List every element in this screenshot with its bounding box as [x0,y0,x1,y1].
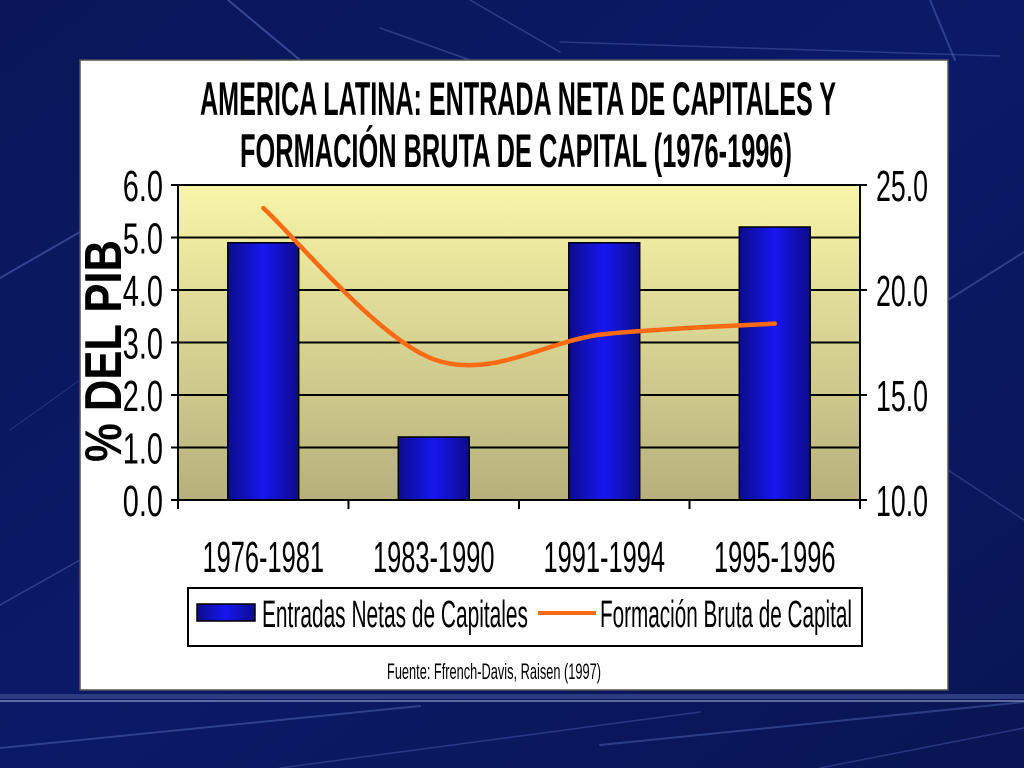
background-streak [947,251,1024,301]
background-streak [559,41,1001,57]
chart-title-line-1: AMERICA LATINA: ENTRADA NETA DE CAPITALE… [200,72,836,125]
category-label: 1995-1996 [714,533,836,582]
background-streak [227,0,301,61]
legend-swatch-bar [196,603,256,622]
legend-box [187,587,863,647]
background-streak [599,701,1024,746]
y-axis-label: % DEL PIB [75,240,133,462]
background-streak [947,469,1024,521]
line-series [261,205,778,368]
bar [227,242,300,501]
left-axis-tick-label: 0.0 [123,477,163,526]
category-label: 1976-1981 [203,533,325,582]
right-axis-tick-label: 10.0 [876,477,928,526]
left-axis-tick-label: 3.0 [123,320,163,369]
left-axis-tick-label: 6.0 [123,162,163,211]
right-axis-tick-label: 20.0 [876,267,928,316]
chart-title-line-2: FORMACIÓN BRUTA DE CAPITAL (1976-1996) [240,124,792,177]
category-labels: 1976-1981 1983-1990 1991-1994 1995-1996 [203,533,836,582]
background-streak [0,559,81,606]
background-streak [279,711,701,768]
background-streak [0,231,81,279]
bar-series [227,226,811,501]
background-streak [0,705,421,749]
right-axis-tick-label: 15.0 [876,372,928,421]
background-streak [929,0,956,61]
line-series-path [261,205,778,368]
right-axis-tick-label: 25.0 [876,162,928,211]
background-streak [379,27,471,61]
legend: Entradas Netas de Capitales Formación Br… [187,587,863,647]
right-axis-tick-labels: 10.0 15.0 20.0 25.0 [876,162,928,526]
left-axis-tick-labels: 0.01.02.03.04.05.06.0 [123,162,163,526]
category-label: 1983-1990 [373,533,495,582]
left-axis-tick-label: 2.0 [123,372,163,421]
source-note: Fuente: Ffrench-Davis, Raisen (1997) [387,659,601,684]
left-axis-tick-label: 1.0 [123,425,163,474]
legend-label-line-series: Formación Bruta de Capital [600,594,852,636]
left-axis-tick-label: 5.0 [123,215,163,264]
background-streak [819,727,1024,768]
background-streak [9,379,81,431]
background-streak [469,0,561,53]
bar [738,226,811,501]
bottom-band [0,694,1024,699]
bar [568,242,641,501]
legend-label-bar-series: Entradas Netas de Capitales [262,594,528,636]
left-axis-tick-label: 4.0 [123,267,163,316]
axes [171,184,867,509]
bar [397,436,470,501]
category-label: 1991-1994 [544,533,666,582]
